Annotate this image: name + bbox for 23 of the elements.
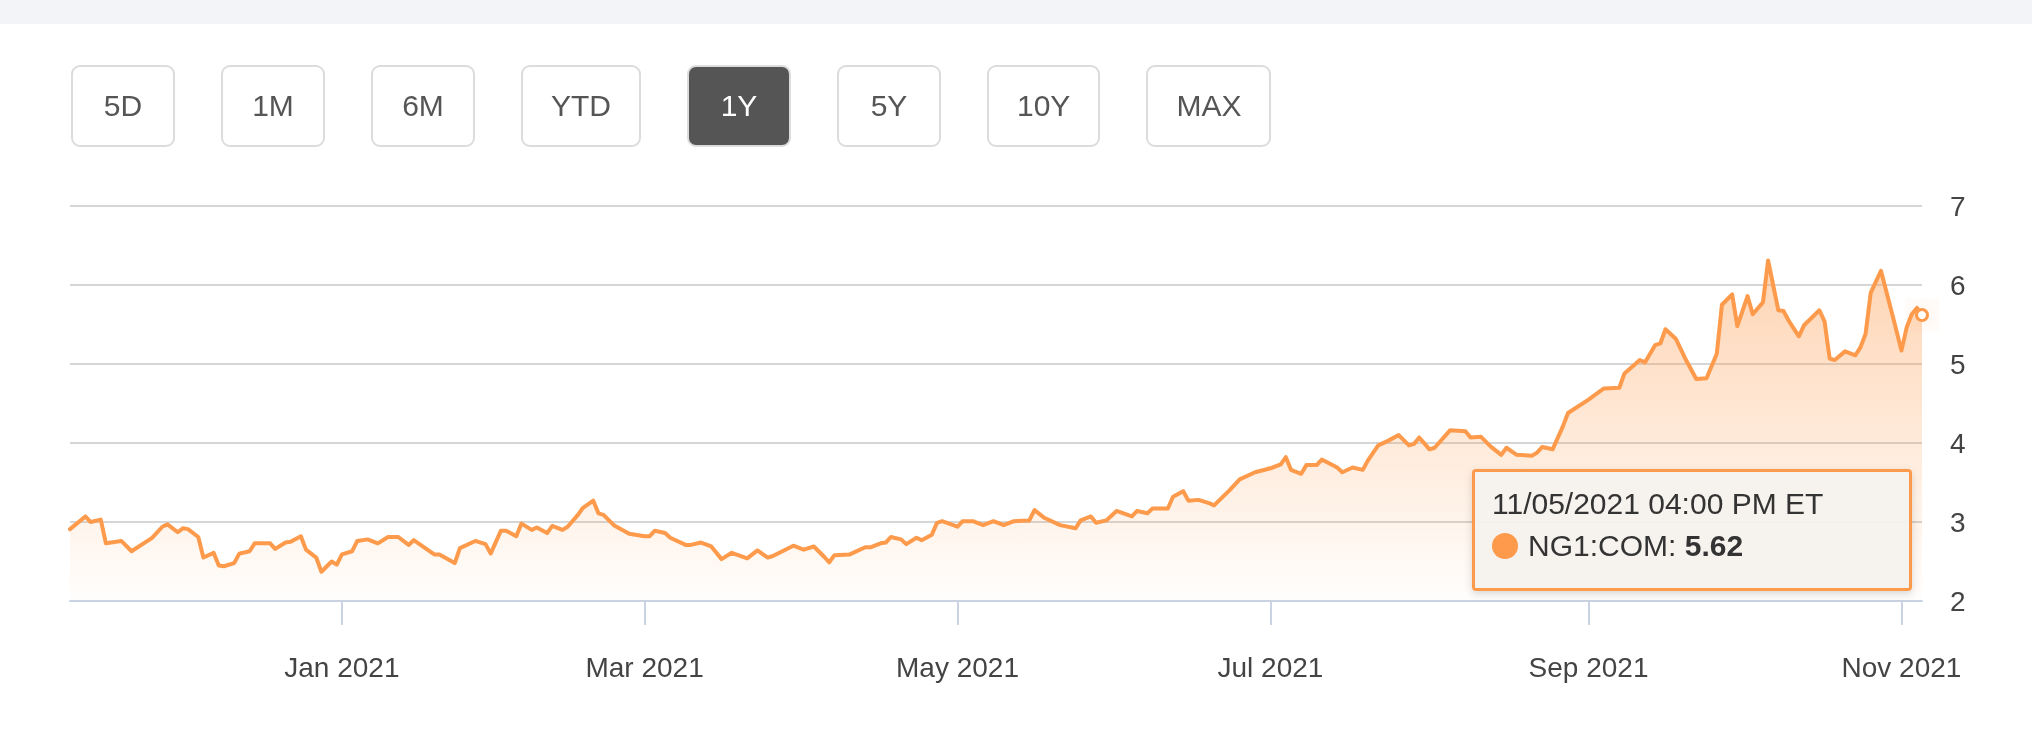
x-tick-label: Sep 2021 [1528, 651, 1649, 683]
text: 5D [71, 65, 175, 147]
text: 10Y [987, 65, 1101, 147]
x-tick-label: May 2021 [896, 651, 1020, 683]
y-tick-label: 5 [1950, 348, 1966, 380]
y-tick-label: 2 [1950, 585, 1966, 617]
legend-label: NG1:COM: [1528, 529, 1677, 562]
text: 5Y [837, 65, 941, 147]
x-tick-label: Nov 2021 [1841, 651, 1962, 683]
text: MAX [1146, 65, 1272, 147]
text: YTD [521, 65, 641, 147]
y-tick-label: 4 [1950, 427, 1966, 459]
x-tick-label: Jul 2021 [1217, 651, 1324, 683]
text: 6M [371, 65, 475, 147]
x-tick-label: Jan 2021 [284, 651, 400, 683]
text: 1Y [687, 65, 791, 147]
x-tick-label: Mar 2021 [585, 651, 704, 683]
y-tick-label: 3 [1950, 506, 1966, 538]
annotation: 5.62 [1684, 529, 1744, 562]
legend-title: 11/05/2021 04:00 PM ET [1492, 487, 1825, 521]
y-tick-label: 6 [1950, 269, 1966, 301]
text: 1M [221, 65, 325, 147]
y-tick-label: 7 [1950, 190, 1966, 222]
